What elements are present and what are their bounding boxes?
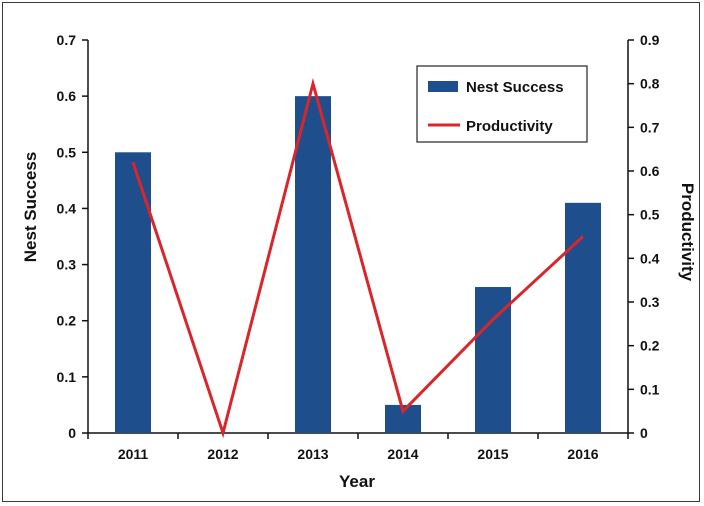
y2-tick-label: 0.7 (640, 119, 660, 135)
bar-nest-success (115, 152, 151, 434)
y2-tick-label: 0.6 (640, 163, 660, 179)
y2-tick-label: 0.5 (640, 207, 660, 223)
legend-box (416, 65, 588, 143)
y2-tick-label: 0.1 (640, 381, 660, 397)
line-group (131, 77, 585, 439)
legend-swatch-nest-success (428, 81, 458, 92)
y2-tick-label: 0.9 (640, 32, 660, 48)
y2-tick-label: 0.3 (640, 294, 660, 310)
x-tick-label: 2012 (207, 446, 238, 462)
x-axis-title: Year (339, 472, 375, 491)
y-tick-label: 0.7 (57, 32, 77, 48)
bar-nest-success (475, 287, 511, 433)
y-tick-label: 0.1 (57, 369, 77, 385)
line-productivity (131, 77, 585, 439)
bars-group (115, 96, 601, 434)
chart-frame (2, 2, 700, 502)
x-tick-label: 2016 (567, 446, 598, 462)
bar-nest-success (295, 96, 331, 434)
y-tick-label: 0.6 (57, 88, 77, 104)
y-axis-title: Nest Success (21, 152, 40, 263)
x-tick-label: 2015 (477, 446, 508, 462)
legend: Nest Success Productivity (416, 65, 588, 143)
legend-label-nest-success: Nest Success (466, 79, 564, 96)
legend-label-productivity: Productivity (466, 118, 553, 135)
ticks-group: 0 0.1 0.2 0.3 0.4 0.5 0.6 0.7 0 0.1 0.2 0.3 0.4 0.5 0.… (57, 32, 660, 462)
y-tick-label: 0.3 (57, 257, 77, 273)
y-tick-label: 0.5 (57, 144, 77, 160)
x-tick-label: 2013 (297, 446, 328, 462)
y2-tick-label: 0.8 (640, 76, 660, 92)
y-tick-label: 0 (68, 425, 76, 441)
x-tick-label: 2011 (118, 446, 149, 462)
y2-tick-label: 0.2 (640, 338, 660, 354)
y2-axis-title: Productivity (678, 183, 697, 282)
y-tick-label: 0.4 (57, 200, 77, 216)
y-tick-label: 0.2 (57, 313, 77, 329)
x-tick-label: 2014 (387, 446, 418, 462)
bar-nest-success (565, 202, 601, 433)
y2-tick-label: 0.4 (640, 250, 660, 266)
y2-tick-label: 0 (640, 425, 648, 441)
